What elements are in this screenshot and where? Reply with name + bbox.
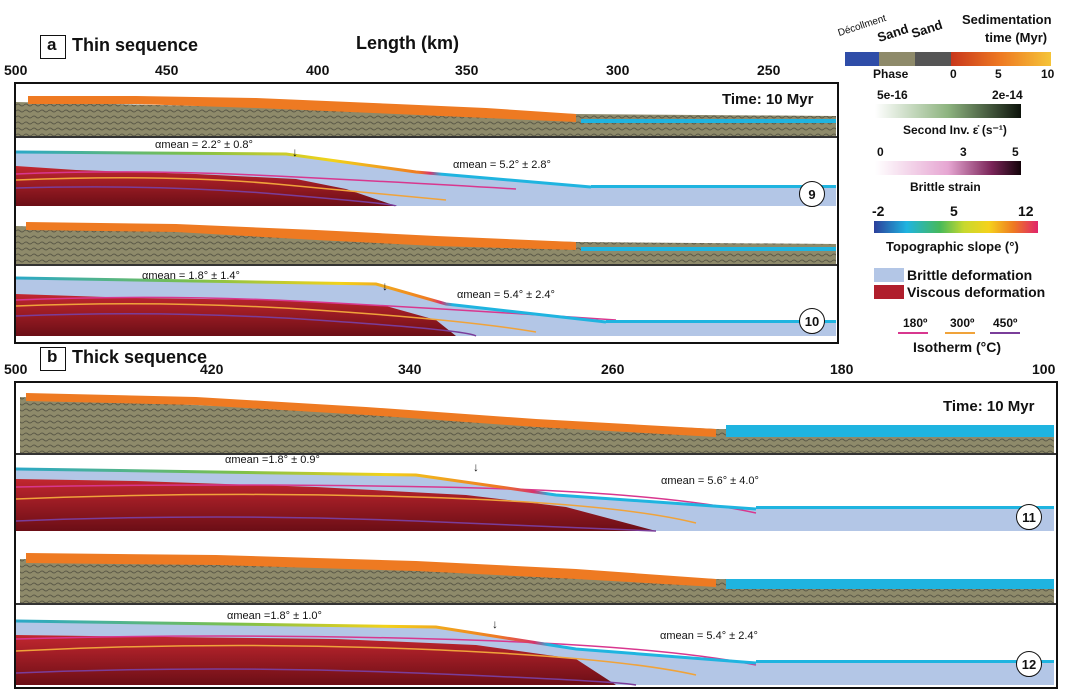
legend-isotherm-180-label: 180º <box>903 316 928 330</box>
legend-slope-tick-0: -2 <box>872 203 885 219</box>
panel-a-time-label: Time: 10 Myr <box>722 91 814 108</box>
model-10-alpha-left: αmean = 1.8° ± 1.4° <box>142 270 240 282</box>
axis-a-tick-0: 500 <box>4 62 28 78</box>
model-11-phase-plot <box>16 393 1056 455</box>
axis-b-tick-2: 340 <box>398 361 422 377</box>
model-9-deformation-plot <box>16 144 837 207</box>
legend-isotherm-450-line <box>990 332 1020 334</box>
legend-sed-tick-1: 5 <box>995 67 1002 81</box>
legend-isotherm-180-line <box>898 332 928 334</box>
panel-a-frame <box>14 82 839 344</box>
axis-b-tick-0: 500 <box>4 361 28 377</box>
model-10-badge: 10 <box>799 308 825 334</box>
axis-b-tick-5: 100 <box>1032 361 1056 377</box>
legend-slope-title: Topographic slope (°) <box>886 239 1019 254</box>
legend-strain-rate-max: 2e-14 <box>992 88 1023 102</box>
panel-b-frame <box>14 381 1058 689</box>
panel-a-svg <box>16 90 837 337</box>
model-11-deformation-plot <box>16 467 1054 532</box>
panel-b-title: Thick sequence <box>72 347 208 367</box>
model-11-alpha-right: αmean = 5.6° ± 4.0° <box>661 475 759 487</box>
legend-isotherm-300-line <box>945 332 975 334</box>
legend-strain-rate-min: 5e-16 <box>877 88 908 102</box>
model-12-alpha-left: αmean =1.8° ± 1.0° <box>227 610 322 622</box>
legend-brittle-deformation-label: Brittle deformation <box>907 267 1033 283</box>
axis-a-tick-1: 450 <box>155 62 179 78</box>
legend-slope-tick-1: 5 <box>950 203 958 219</box>
panel-b-time-label: Time: 10 Myr <box>943 398 1035 415</box>
model-12-arrow-icon: ↓ <box>492 617 498 631</box>
legend-sed-title-2: time (Myr) <box>985 30 1048 45</box>
model-12-deformation-plot <box>16 619 1054 686</box>
panel-b-letter: b <box>47 347 58 366</box>
legend-isotherm-450-label: 450º <box>993 316 1018 330</box>
model-9-badge: 9 <box>799 181 825 207</box>
model-10-deformation-plot <box>16 270 837 337</box>
axis-title: Length (km) <box>356 33 459 53</box>
panel-a-letter-box <box>40 35 66 59</box>
legend-strain-rate-title: Second Inv. ε̇ (s⁻¹) <box>903 123 1007 137</box>
model-10-alpha-right: αmean = 5.4° ± 2.4° <box>457 289 555 301</box>
model-10-phase-plot <box>16 214 837 266</box>
axis-a-tick-2: 400 <box>306 62 330 78</box>
model-12-alpha-right: αmean = 5.4° ± 2.4° <box>660 630 758 642</box>
axis-a-tick-5: 250 <box>757 62 781 78</box>
legend-phase-title: Phase <box>873 67 909 81</box>
legend-viscous-deformation-swatch <box>874 285 904 299</box>
model-11-alpha-left: αmean =1.8° ± 0.9° <box>225 454 320 466</box>
legend-slope-bar <box>874 221 1038 233</box>
legend-brittle-deformation-swatch <box>874 268 904 282</box>
model-11-arrow-icon: ↓ <box>473 460 479 474</box>
legend-phase-sed-bar <box>845 52 1051 66</box>
axis-b-tick-4: 180 <box>830 361 854 377</box>
model-9-alpha-left: αmean = 2.2° ± 0.8° <box>155 139 253 151</box>
legend-sed-tick-0: 0 <box>950 67 957 81</box>
axis-a-tick-3: 350 <box>455 62 479 78</box>
model-10-arrow-icon: ↓ <box>382 279 388 293</box>
legend-sed-tick-2: 10 <box>1041 67 1055 81</box>
legend-isotherm-300-label: 300º <box>950 316 975 330</box>
legend-brittle-tick-1: 3 <box>960 145 967 159</box>
legend-isotherm-title: Isotherm (°C) <box>913 339 1002 355</box>
axis-b-tick-3: 260 <box>601 361 625 377</box>
legend-sed-title-1: Sedimentation <box>962 12 1052 27</box>
model-11-badge: 11 <box>1016 504 1042 530</box>
model-12-badge: 12 <box>1016 651 1042 677</box>
legend-brittle-title: Brittle strain <box>910 180 981 194</box>
model-9-phase-plot <box>16 90 837 138</box>
axis-a-tick-4: 300 <box>606 62 630 78</box>
model-12-phase-plot <box>16 553 1056 605</box>
panel-b-letter-box <box>40 347 66 371</box>
model-9-arrow-icon: ↓ <box>292 145 298 159</box>
legend-brittle-tick-0: 0 <box>877 145 884 159</box>
legend-strain-rate-bar <box>875 104 1021 118</box>
legend-slope-tick-2: 12 <box>1018 203 1034 219</box>
legend-phase-label-sand-2: Sand <box>909 16 945 41</box>
panel-a-title: Thin sequence <box>72 35 199 55</box>
legend-viscous-deformation-label: Viscous deformation <box>907 284 1046 300</box>
axis-b-tick-1: 420 <box>200 361 224 377</box>
panel-b-svg <box>16 393 1056 686</box>
legend-brittle-tick-2: 5 <box>1012 145 1019 159</box>
model-9-alpha-right: αmean = 5.2° ± 2.8° <box>453 159 551 171</box>
legend-brittle-bar <box>875 161 1021 175</box>
panel-a-letter: a <box>47 35 57 54</box>
